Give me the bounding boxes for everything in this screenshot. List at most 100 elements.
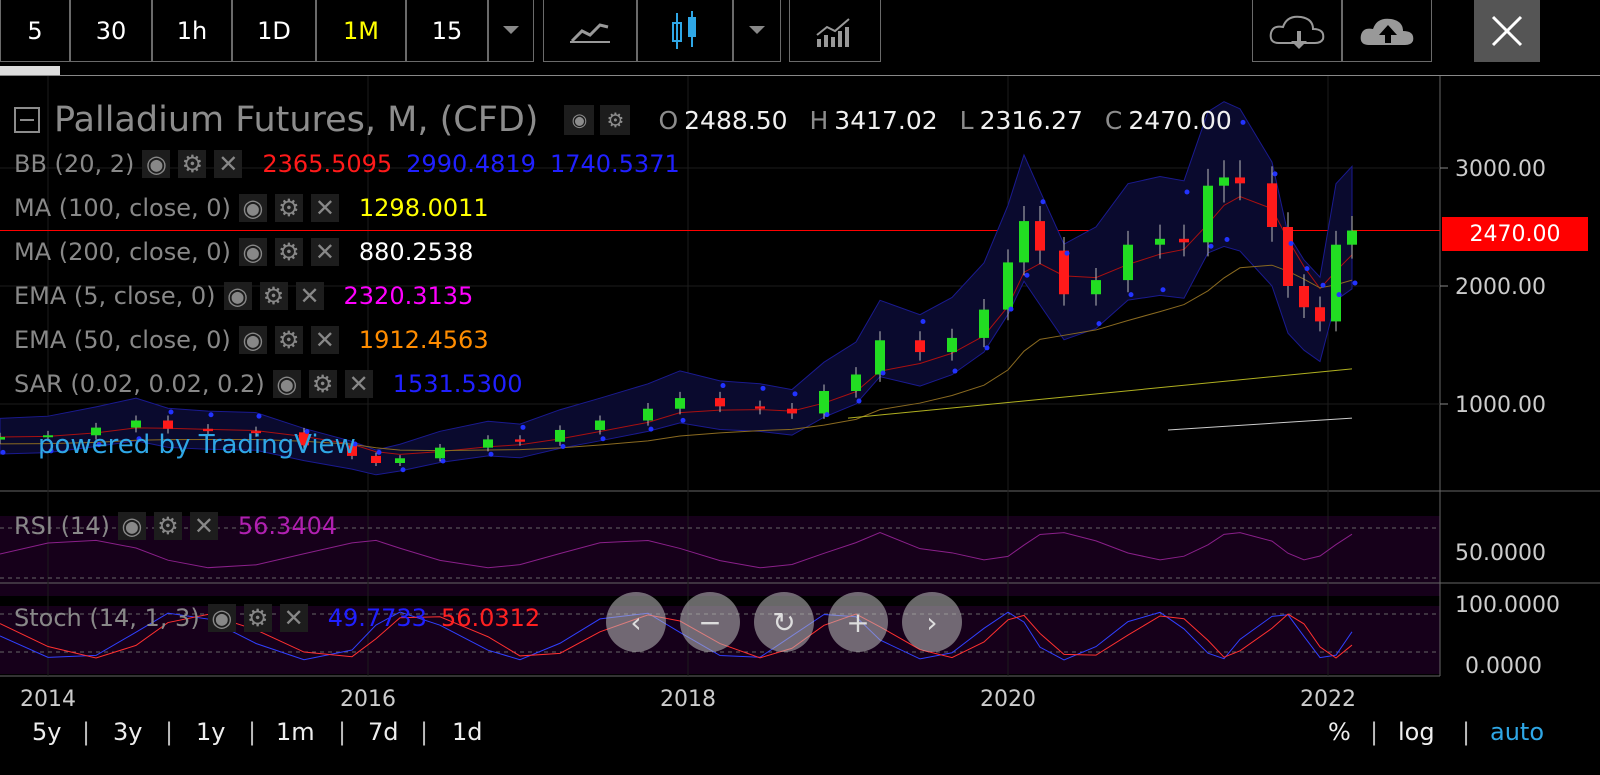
eye-icon[interactable]: ◉ [272, 370, 301, 398]
ema50-line [0, 264, 1353, 452]
gear-icon[interactable]: ⚙ [153, 512, 182, 540]
gear-icon[interactable]: ⚙ [308, 370, 337, 398]
close-icon[interactable]: ✕ [310, 326, 339, 354]
eye-icon[interactable]: ◉ [564, 105, 595, 135]
zoom-in-button[interactable]: + [828, 592, 888, 652]
chart-type-chevron-icon[interactable] [733, 0, 781, 62]
separator: | [420, 718, 429, 746]
sar-dot [1024, 272, 1030, 278]
indicator-value: 2320.3135 [343, 282, 474, 310]
rsi-name: RSI (14) [14, 512, 110, 540]
scroll-right-button[interactable]: › [902, 592, 962, 652]
candle-body [555, 429, 565, 442]
eye-icon[interactable]: ◉ [207, 604, 236, 632]
close-icon[interactable] [1474, 0, 1540, 62]
eye-icon[interactable]: ◉ [142, 150, 171, 178]
gear-icon[interactable]: ⚙ [274, 326, 303, 354]
range-1d[interactable]: 1d [452, 718, 483, 746]
eye-icon[interactable]: ◉ [238, 238, 267, 266]
candle-body [1003, 262, 1013, 310]
sar-dot [376, 449, 382, 455]
candle-body [1315, 307, 1325, 322]
close-icon[interactable]: ✕ [310, 238, 339, 266]
eye-icon[interactable]: ◉ [238, 326, 267, 354]
interval-dropdown-chevron-icon[interactable] [488, 0, 534, 62]
gear-icon[interactable]: ⚙ [178, 150, 207, 178]
sar-dot [1352, 280, 1358, 286]
indicators-icon[interactable] [789, 0, 881, 62]
indicator-value: 880.2538 [358, 238, 474, 266]
sar-dot [792, 391, 798, 397]
sar-dot [440, 458, 446, 464]
interval-button-5[interactable]: 5 [0, 0, 70, 62]
range-1m[interactable]: 1m [276, 718, 315, 746]
eye-icon[interactable]: ◉ [238, 194, 267, 222]
range-5y[interactable]: 5y [32, 718, 62, 746]
gear-icon[interactable]: ⚙ [274, 238, 303, 266]
indicator-legend: MA (200, close, 0) ◉ ⚙ ✕ 880.2538 [14, 238, 473, 266]
gear-icon[interactable]: ⚙ [243, 604, 272, 632]
interval-button-1h[interactable]: 1h [152, 0, 232, 62]
range-3y[interactable]: 3y [113, 718, 143, 746]
indicator-name: EMA (5, close, 0) [14, 282, 216, 310]
gear-icon[interactable]: ⚙ [600, 105, 631, 135]
indicator-legend: EMA (5, close, 0) ◉ ⚙ ✕ 2320.3135 [14, 282, 473, 310]
candle-body [851, 374, 861, 392]
scroll-left-button[interactable]: ‹ [606, 592, 666, 652]
auto-scale-toggle[interactable]: auto [1490, 718, 1545, 746]
candle-body [1059, 250, 1069, 295]
sar-dot [1240, 119, 1246, 125]
close-icon[interactable]: ✕ [310, 194, 339, 222]
collapse-icon[interactable] [14, 107, 40, 133]
cloud-upload-icon[interactable] [1342, 0, 1432, 62]
interval-button-30[interactable]: 30 [70, 0, 152, 62]
divider [0, 75, 1600, 76]
rsi-value: 56.3404 [237, 512, 338, 540]
sar-dot [1096, 321, 1102, 327]
range-7d[interactable]: 7d [368, 718, 399, 746]
candle-body [515, 439, 525, 442]
candle-body [299, 432, 309, 446]
interval-button-1m[interactable]: 1M [316, 0, 406, 62]
close-icon[interactable]: ✕ [279, 604, 308, 632]
candle-body [643, 408, 653, 421]
range-1y[interactable]: 1y [196, 718, 226, 746]
close-icon[interactable]: ✕ [295, 282, 324, 310]
close-icon[interactable]: ✕ [189, 512, 218, 540]
gear-icon[interactable]: ⚙ [259, 282, 288, 310]
indicator-legend: SAR (0.02, 0.02, 0.2) ◉ ⚙ ✕ 1531.5300 [14, 370, 522, 398]
candle-body [43, 435, 53, 438]
interval-button-1d[interactable]: 1D [232, 0, 316, 62]
candlestick-type-icon[interactable] [637, 0, 733, 62]
zoom-out-button[interactable]: − [680, 592, 740, 652]
log-scale-toggle[interactable]: log [1398, 718, 1435, 746]
sar-dot [600, 436, 606, 442]
candle-body [755, 406, 765, 409]
indicator-value: 1298.0011 [358, 194, 489, 222]
sar-dot [648, 426, 654, 432]
candle-body [915, 340, 925, 353]
candle-body [979, 309, 989, 338]
line-chart-icon[interactable] [543, 0, 637, 62]
candle-body [595, 420, 605, 430]
eye-icon[interactable]: ◉ [117, 512, 146, 540]
gear-icon[interactable]: ⚙ [274, 194, 303, 222]
sar-dot [136, 436, 142, 442]
close-icon[interactable]: ✕ [344, 370, 373, 398]
reset-button[interactable]: ↻ [754, 592, 814, 652]
cloud-download-icon[interactable] [1252, 0, 1342, 62]
interval-button-15[interactable]: 15 [406, 0, 488, 62]
candle-body [1347, 230, 1357, 245]
x-tick-label: 2018 [660, 687, 716, 712]
eye-icon[interactable]: ◉ [223, 282, 252, 310]
percent-scale-toggle[interactable]: % [1328, 718, 1351, 746]
close-label: C [1104, 105, 1123, 135]
stoch-k-value: 49.7733 [327, 604, 427, 632]
load-progress [0, 66, 60, 75]
close-icon[interactable]: ✕ [214, 150, 243, 178]
stoch-d-value: 56.0312 [440, 604, 541, 632]
powered-by-label[interactable]: powered by TradingView [38, 430, 356, 460]
low-label: L [959, 105, 974, 135]
sar-dot [256, 413, 262, 419]
candle-body [819, 391, 829, 414]
